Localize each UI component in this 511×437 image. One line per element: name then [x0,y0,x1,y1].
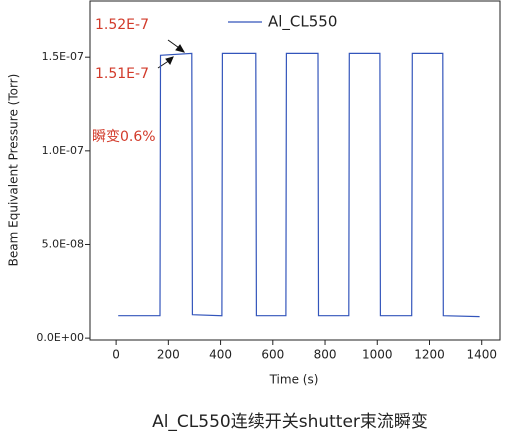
y-axis-label: Beam Equivalent Pressure (Torr) [7,74,21,267]
y-tick-label: 0.0E+00 [36,331,84,344]
annotation: 1.52E-7 [95,17,149,33]
x-tick-label: 600 [261,348,284,362]
x-tick-label: 200 [157,348,180,362]
y-tick-label: 5.0E-08 [42,237,84,250]
x-tick-label: 800 [314,348,337,362]
y-tick-label: 1.0E-07 [42,144,84,157]
annotation: 瞬变0.6% [92,129,156,145]
x-axis-label: Time (s) [269,373,319,387]
y-tick-label: 1.5E-07 [42,50,84,63]
caption: Al_CL550连续开关shutter束流瞬变 [152,412,428,432]
plot-frame [89,0,501,341]
x-tick-label: 1400 [466,348,497,362]
legend-label: Al_CL550 [268,13,337,32]
x-tick-label: 0 [112,348,120,362]
x-tick-label: 1000 [362,348,393,362]
x-tick-label: 1200 [414,348,445,362]
x-tick-label: 400 [209,348,232,362]
annotation: 1.51E-7 [95,66,149,82]
data-line [118,52,480,318]
